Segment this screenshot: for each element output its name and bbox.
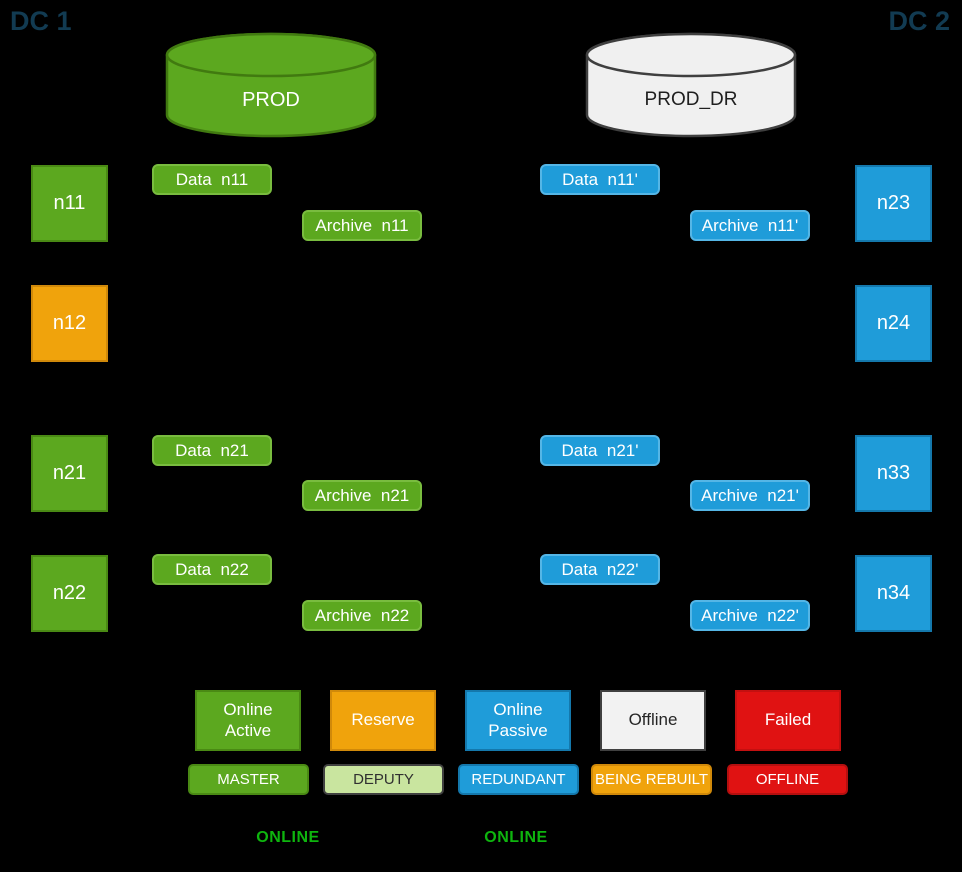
database-cylinder-icon (165, 32, 377, 138)
prod-database-cylinder: PROD (165, 32, 377, 138)
legend-role-deputy: DEPUTY (323, 764, 444, 795)
node-n34: n34 (855, 555, 932, 632)
legend-role-being-rebuilt: BEING REBUILT (591, 764, 712, 795)
node-n22: n22 (31, 555, 108, 632)
status-online-left: ONLINE (256, 829, 320, 846)
pill-archive-n11-dr: Archive n11' (690, 210, 810, 241)
node-n11: n11 (31, 165, 108, 242)
database-cylinder-icon (585, 32, 797, 138)
node-n24: n24 (855, 285, 932, 362)
pill-data-n22: Data n22 (152, 554, 272, 585)
dc1-title: DC 1 (10, 6, 72, 36)
pill-archive-n22-dr: Archive n22' (690, 600, 810, 631)
pill-archive-n21-dr: Archive n21' (690, 480, 810, 511)
legend-state-online-active: Online Active (195, 690, 301, 751)
pill-data-n11: Data n11 (152, 164, 272, 195)
prod-dr-database-label: PROD_DR (644, 89, 738, 110)
pill-data-n21: Data n21 (152, 435, 272, 466)
pill-archive-n21: Archive n21 (302, 480, 422, 511)
prod-database-label: PROD (242, 89, 300, 111)
pill-data-n11-dr: Data n11' (540, 164, 660, 195)
legend-role-master: MASTER (188, 764, 309, 795)
legend-role-redundant: REDUNDANT (458, 764, 579, 795)
status-online-right: ONLINE (484, 829, 548, 846)
pill-archive-n22: Archive n22 (302, 600, 422, 631)
dc2-title: DC 2 (888, 6, 950, 36)
node-n12: n12 (31, 285, 108, 362)
node-n33: n33 (855, 435, 932, 512)
pill-data-n22-dr: Data n22' (540, 554, 660, 585)
prod-dr-database-cylinder: PROD_DR (585, 32, 797, 138)
legend-state-failed: Failed (735, 690, 841, 751)
legend-role-offline: OFFLINE (727, 764, 848, 795)
legend-state-reserve: Reserve (330, 690, 436, 751)
legend-state-offline: Offline (600, 690, 706, 751)
pill-archive-n11: Archive n11 (302, 210, 422, 241)
node-n23: n23 (855, 165, 932, 242)
node-n21: n21 (31, 435, 108, 512)
pill-data-n21-dr: Data n21' (540, 435, 660, 466)
legend-state-online-passive: Online Passive (465, 690, 571, 751)
